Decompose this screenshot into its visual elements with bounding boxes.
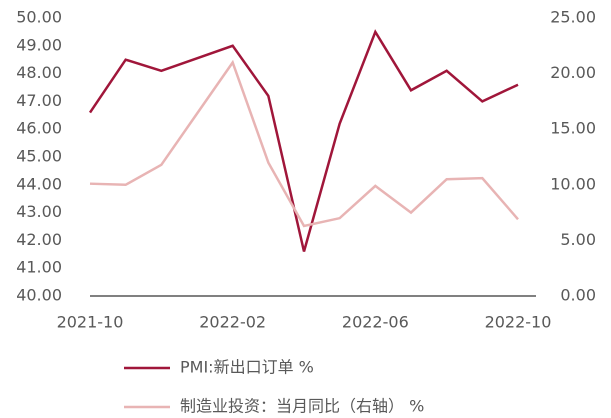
y-tick-label: 42.00 xyxy=(16,230,62,249)
legend-label: PMI:新出口订单 % xyxy=(180,358,314,377)
series-line xyxy=(89,59,519,228)
y-tick-label: 47.00 xyxy=(16,91,62,110)
y-tick-label: 49.00 xyxy=(16,35,62,54)
legend-label: 制造业投资：当月同比（右轴） % xyxy=(180,397,424,416)
y-tick-label: 40.00 xyxy=(16,286,62,305)
y2-tick-label: 10.00 xyxy=(550,174,596,193)
y2-tick-label: 5.00 xyxy=(560,230,596,249)
y-tick-label: 45.00 xyxy=(16,147,62,166)
y-tick-label: 41.00 xyxy=(16,258,62,277)
y-tick-label: 43.00 xyxy=(16,202,62,221)
x-tick-label: 2022-06 xyxy=(342,313,409,332)
x-tick-label: 2021-10 xyxy=(57,313,124,332)
x-tick-label: 2022-02 xyxy=(199,313,266,332)
y-tick-label: 50.00 xyxy=(16,8,62,27)
series-line xyxy=(88,29,519,252)
y-tick-label: 46.00 xyxy=(16,119,62,138)
x-tick-label: 2022-10 xyxy=(485,313,552,332)
y2-tick-label: 15.00 xyxy=(550,119,596,138)
y2-tick-label: 20.00 xyxy=(550,63,596,82)
y2-tick-label: 0.00 xyxy=(560,286,596,305)
y-tick-label: 48.00 xyxy=(16,63,62,82)
y-tick-label: 44.00 xyxy=(16,174,62,193)
y2-tick-label: 25.00 xyxy=(550,8,596,27)
